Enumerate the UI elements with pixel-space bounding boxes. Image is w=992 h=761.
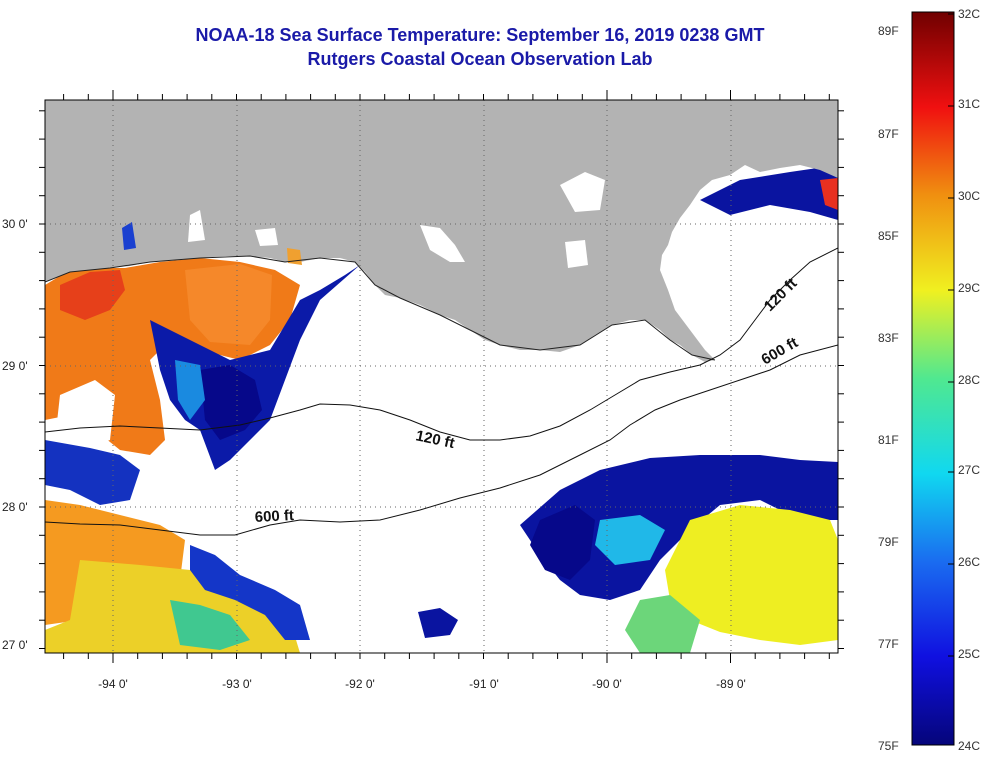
map-frame: [44, 99, 839, 654]
axis-ticks: [39, 90, 844, 663]
lon-label: -89 0': [716, 677, 746, 691]
colorbar: 89F 87F 85F 83F 81F 79F 77F 75F 32C 31C …: [878, 7, 980, 753]
lake: [255, 228, 278, 246]
lat-label: 30 0': [2, 217, 28, 231]
lon-label: -93 0': [222, 677, 252, 691]
contour-coastline: [45, 255, 716, 361]
sst-patch-east-blue: [520, 455, 838, 600]
colorbar-f-label: 87F: [878, 127, 899, 141]
lat-label: 27 0': [2, 638, 28, 652]
contour-600ft: [45, 344, 838, 536]
map-area: [45, 100, 838, 653]
sst-patch-orange-east: [185, 264, 272, 345]
sst-patch-east-deep: [530, 505, 595, 580]
colorbar-c-label: 26C: [958, 555, 980, 569]
colorbar-f-label: 85F: [878, 229, 899, 243]
colorbar-c-label: 30C: [958, 189, 980, 203]
contour-label-600ft-west: 600 ft: [254, 507, 294, 526]
colorbar-c-label: 24C: [958, 739, 980, 753]
depth-contours: [45, 247, 838, 536]
sst-patch-small-south: [418, 608, 458, 638]
sst-patch-east-green: [625, 595, 700, 653]
colorbar-c-label: 31C: [958, 97, 980, 111]
graticule: [45, 100, 838, 653]
lake: [420, 225, 465, 262]
colorbar-c-label: 27C: [958, 463, 980, 477]
lake: [560, 172, 605, 212]
sst-patch-southwest-green: [170, 600, 250, 650]
cloud-gap-west: [55, 380, 115, 450]
lat-label: 29 0': [2, 359, 28, 373]
sst-patch-east-yellow: [665, 505, 838, 645]
lon-label: -90 0': [592, 677, 622, 691]
colorbar-c-label: 32C: [958, 7, 980, 21]
lat-label: 28 0': [2, 500, 28, 514]
contour-120ft-west: [45, 247, 838, 441]
colorbar-f-label: 89F: [878, 24, 899, 38]
lon-label: -91 0': [469, 677, 499, 691]
colorbar-f-label: 75F: [878, 739, 899, 753]
colorbar-f-label: 81F: [878, 433, 899, 447]
sst-patch-southwest-blue-strip: [190, 545, 310, 640]
sst-patch-cyan-west: [175, 360, 205, 420]
sst-patch-red-coast: [60, 270, 125, 320]
colorbar-c-label: 29C: [958, 281, 980, 295]
colorbar-f-label: 79F: [878, 535, 899, 549]
colorbar-c-label: 25C: [958, 647, 980, 661]
map-subtitle: Rutgers Coastal Ocean Observation Lab: [307, 49, 653, 69]
sst-patch-blue-inner: [200, 365, 262, 440]
sst-patch-west-blue-speckle: [45, 440, 140, 505]
colorbar-gradient: [911, 11, 955, 746]
lake-sst-patch: [122, 222, 136, 250]
map-title: NOAA-18 Sea Surface Temperature: Septemb…: [195, 25, 765, 45]
colorbar-c-label: 28C: [958, 373, 980, 387]
lon-label: -92 0': [345, 677, 375, 691]
lake-sst-patch: [287, 248, 302, 265]
colorbar-f-label: 83F: [878, 331, 899, 345]
sst-patch-east-cyan: [595, 515, 665, 565]
lake: [188, 210, 205, 242]
lake: [565, 240, 588, 268]
colorbar-f-label: 77F: [878, 637, 899, 651]
sst-patch-northeast-red: [820, 178, 838, 210]
sst-patch-blue-front: [150, 265, 360, 470]
sst-patch-northeast-bay: [700, 165, 838, 220]
lon-label: -94 0': [98, 677, 128, 691]
